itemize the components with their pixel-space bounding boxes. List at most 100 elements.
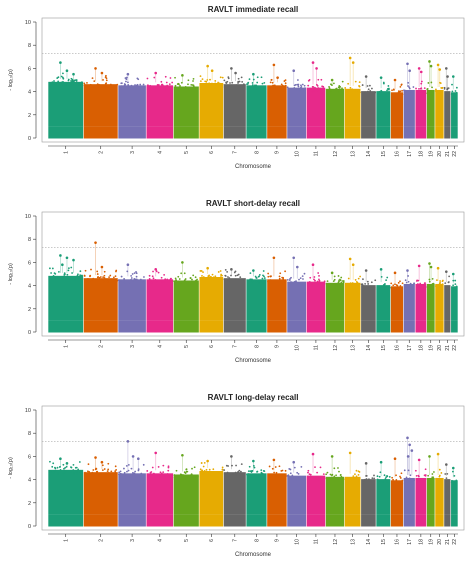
snp-point bbox=[386, 287, 389, 290]
snp-point bbox=[321, 85, 324, 88]
snp-band bbox=[415, 477, 427, 515]
snp-band bbox=[390, 480, 404, 515]
snp-point bbox=[161, 85, 164, 88]
snp-band-low bbox=[83, 320, 118, 333]
snp-point bbox=[134, 470, 137, 473]
snp-point bbox=[455, 285, 458, 288]
snp-point bbox=[255, 84, 258, 87]
snp-point bbox=[399, 280, 401, 283]
snp-point bbox=[395, 474, 397, 477]
snp-point bbox=[171, 474, 174, 477]
snp-point bbox=[131, 280, 134, 282]
snp-point bbox=[281, 469, 284, 472]
x-tick-label: 18 bbox=[419, 151, 425, 157]
snp-band bbox=[361, 91, 376, 127]
top-hit-point bbox=[419, 70, 423, 74]
snp-point bbox=[64, 471, 66, 474]
snp-point bbox=[300, 284, 303, 286]
top-hit-point bbox=[59, 457, 62, 461]
snp-point bbox=[177, 275, 180, 278]
snp-point bbox=[280, 475, 283, 478]
snp-point bbox=[318, 477, 321, 479]
x-tick-label: 8 bbox=[254, 539, 260, 542]
snp-band-low bbox=[344, 320, 361, 333]
snp-point bbox=[96, 270, 99, 273]
y-axis-label: - log₁₀(p) bbox=[8, 69, 14, 91]
snp-point bbox=[219, 270, 222, 272]
snp-point bbox=[451, 479, 453, 482]
snp-point bbox=[67, 78, 70, 81]
chromosome-11-points bbox=[306, 61, 326, 139]
snp-point bbox=[410, 91, 413, 94]
snp-point bbox=[339, 283, 342, 286]
snp-band bbox=[267, 473, 287, 515]
x-tick-label: 3 bbox=[130, 539, 136, 542]
snp-point bbox=[377, 91, 379, 94]
snp-point bbox=[221, 76, 224, 79]
snp-band-low bbox=[48, 320, 84, 333]
snp-point bbox=[355, 469, 358, 472]
snp-point bbox=[92, 474, 95, 477]
snp-point bbox=[237, 273, 240, 276]
snp-point bbox=[192, 80, 194, 82]
snp-point bbox=[59, 466, 61, 468]
snp-point bbox=[63, 467, 65, 470]
snp-point bbox=[167, 279, 170, 282]
top-hit-point bbox=[451, 75, 455, 78]
snp-point bbox=[441, 279, 444, 282]
snp-point bbox=[270, 79, 273, 81]
y-tick-label: 0 bbox=[28, 524, 31, 530]
x-tick-label: 3 bbox=[130, 151, 136, 154]
top-hit-point bbox=[100, 265, 104, 269]
snp-point bbox=[250, 471, 253, 473]
snp-point bbox=[392, 88, 395, 91]
snp-point bbox=[164, 75, 167, 78]
snp-point bbox=[452, 470, 454, 473]
snp-point bbox=[283, 88, 286, 90]
snp-band bbox=[267, 279, 287, 321]
x-tick-label: 6 bbox=[209, 151, 215, 154]
snp-band-low bbox=[199, 514, 224, 527]
snp-point bbox=[49, 267, 51, 270]
snp-point bbox=[76, 276, 79, 279]
snp-point bbox=[394, 283, 396, 286]
snp-band-low bbox=[118, 514, 146, 527]
snp-point bbox=[211, 273, 214, 276]
snp-point bbox=[221, 277, 223, 279]
snp-point bbox=[434, 90, 437, 92]
snp-point bbox=[75, 80, 78, 82]
snp-point bbox=[251, 280, 254, 283]
snp-band bbox=[287, 475, 306, 515]
snp-point bbox=[219, 76, 222, 79]
snp-point bbox=[209, 78, 211, 81]
snp-band bbox=[344, 476, 361, 515]
snp-point bbox=[84, 269, 87, 272]
snp-band-low bbox=[246, 320, 267, 333]
snp-point bbox=[57, 76, 60, 79]
snp-point bbox=[330, 91, 333, 93]
snp-point bbox=[392, 284, 395, 287]
y-tick-label: 4 bbox=[28, 284, 31, 290]
top-hit-point bbox=[428, 262, 431, 265]
snp-point bbox=[391, 483, 394, 485]
snp-band-low bbox=[415, 320, 427, 333]
snp-band bbox=[344, 282, 361, 321]
chromosome-1-points bbox=[48, 254, 84, 333]
snp-point bbox=[80, 472, 83, 475]
snp-point bbox=[400, 482, 403, 484]
snp-point bbox=[274, 466, 277, 468]
snp-point bbox=[366, 85, 369, 87]
top-hit-point bbox=[65, 69, 69, 73]
snp-point bbox=[155, 280, 158, 283]
snp-point bbox=[250, 473, 253, 476]
x-tick-label: 6 bbox=[209, 539, 215, 542]
snp-point bbox=[385, 476, 387, 479]
snp-point bbox=[60, 81, 63, 84]
snp-point bbox=[371, 286, 374, 289]
snp-point bbox=[72, 469, 75, 471]
top-hit-point bbox=[94, 241, 97, 244]
snp-point bbox=[237, 80, 240, 83]
snp-point bbox=[282, 473, 285, 476]
snp-point bbox=[173, 476, 176, 479]
